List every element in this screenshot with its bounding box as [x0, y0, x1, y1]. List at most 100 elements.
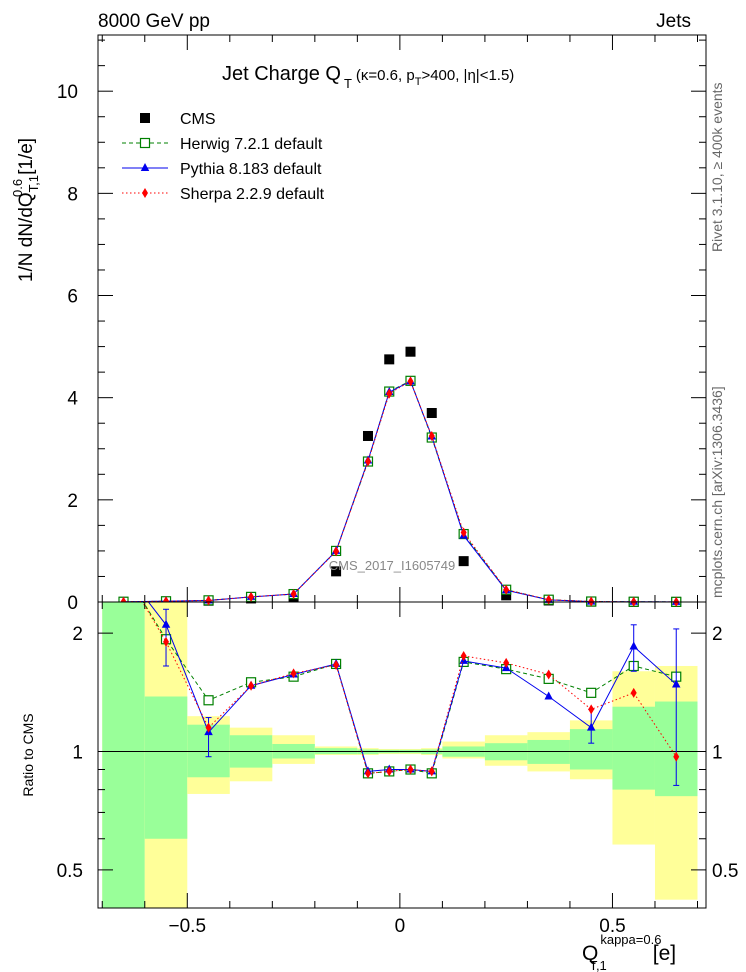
data-point: [426, 408, 437, 418]
y-tick-label: 0: [67, 593, 78, 614]
ratio-y-tick-label-right: 2: [712, 624, 723, 645]
y-axis-label: 1/N dN/dQT,10.6 [1/e]: [10, 138, 41, 282]
data-point: [290, 588, 297, 599]
ratio-point: [333, 659, 340, 670]
ratio-point: [545, 669, 552, 680]
ratio-point: [407, 764, 414, 775]
ratio-y-label: Ratio to CMS: [20, 713, 36, 796]
legend-item: Herwig 7.2.1 default: [122, 136, 323, 153]
ratio-line: [141, 602, 677, 774]
data-point: [386, 388, 393, 399]
ratio-y-tick-label: 1: [72, 743, 83, 764]
data-point: [460, 527, 467, 538]
legend-label: CMS: [180, 111, 216, 128]
ratio-point: [629, 641, 638, 650]
legend-item: Pythia 8.183 default: [122, 161, 322, 178]
header-process-label: Jets: [656, 11, 691, 32]
legend-marker: [142, 188, 148, 198]
band-inner: [102, 602, 145, 908]
legend-marker: [140, 113, 150, 123]
band-inner: [144, 696, 188, 839]
ratio-point: [290, 668, 297, 679]
title-params-tail: >400, |η|<1.5): [421, 67, 514, 84]
data-point: [333, 546, 340, 557]
series-line: [123, 380, 677, 603]
ratio-plot-frame: [97, 601, 707, 909]
ratio-point: [121, 565, 127, 575]
xlabel-sub: T,1: [589, 958, 606, 972]
ratio-series-group: [119, 565, 682, 786]
y-tick-label: 8: [67, 184, 78, 205]
y-tick-label: 6: [67, 287, 78, 308]
ratio-point: [119, 565, 128, 574]
ratio-point: [205, 722, 212, 733]
data-point: [501, 590, 512, 601]
xlabel-main: Q: [582, 942, 598, 965]
y-tick-label: 4: [67, 389, 78, 410]
xlabel-sup: kappa=0.6: [600, 932, 661, 947]
xlabel-unit: [e]: [653, 942, 676, 965]
ratio-point: [119, 565, 128, 573]
legend-label: Herwig 7.2.1 default: [180, 136, 323, 153]
ratio-y-tick-label-right: 0.5: [712, 861, 738, 882]
data-point: [405, 346, 416, 357]
data-point: [364, 456, 371, 467]
data-point: [331, 566, 342, 577]
ylabel-sub: T,1: [26, 175, 41, 192]
x-tick-label: −0.5: [169, 916, 207, 937]
ratio-series-2: [121, 565, 680, 779]
header-energy-label: 8000 GeV pp: [98, 11, 210, 32]
ratio-point: [586, 722, 596, 731]
data-point: [407, 376, 414, 387]
data-point: [384, 354, 395, 365]
ratio-point: [544, 691, 553, 700]
title-sub: T: [344, 76, 352, 91]
y-tick-label: 10: [57, 82, 78, 103]
legend-marker: [140, 163, 150, 171]
watermark: CMS_2017_I1605749: [329, 558, 456, 573]
ylabel-main: 1/N dN/dQ: [16, 192, 37, 282]
ratio-point: [588, 704, 595, 715]
x-tick-label: 0.5: [599, 916, 625, 937]
ratio-point: [248, 680, 255, 691]
series-line: [123, 380, 677, 603]
ratio-point: [673, 751, 680, 762]
ratio-point: [630, 687, 637, 698]
chart-title: Jet Charge Q T (κ=0.6, pT>400, |η|<1.5): [222, 63, 514, 91]
data-point: [205, 595, 212, 606]
title-params: (κ=0.6, p: [356, 67, 415, 84]
ratio-panel: 0.5 0.5 1 1 2 2 −0.5 0 0.5 Ratio to CMS Qkappa=0…: [20, 565, 738, 972]
ratio-point: [386, 766, 393, 777]
band-inner: [612, 706, 655, 790]
legend-item: Sherpa 2.2.9 default: [122, 186, 325, 203]
legend-marker: [139, 137, 151, 149]
x-axis-label: Qkappa=0.6 T,1 [e]: [582, 932, 676, 972]
ylabel-sup: 0.6: [10, 179, 25, 197]
svg-text:1/N dN/dQT,10.6[1/e]: 1/N dN/dQT,10.6 [1/e]: [10, 138, 41, 282]
legend-label: Sherpa 2.2.9 default: [180, 186, 325, 203]
x-tick-label: 0: [395, 916, 406, 937]
title-params-sub: T: [415, 76, 422, 88]
ratio-point: [163, 636, 170, 647]
ratio-y-tick-label-right: 1: [712, 743, 723, 764]
ratio-line: [142, 602, 677, 774]
ratio-point: [203, 695, 214, 706]
svg-text:Qkappa=0.6T,1[e]: Qkappa=0.6 T,1 [e]: [582, 932, 676, 972]
legend-label: Pythia 8.183 default: [180, 161, 322, 178]
data-point: [248, 591, 255, 602]
ratio-line: [147, 602, 677, 772]
ratio-point: [364, 768, 371, 779]
ratio-point: [161, 619, 171, 628]
y-tick-label: 2: [67, 491, 78, 512]
legend: CMS Herwig 7.2.1 default Pythia 8.183 defa…: [122, 111, 325, 203]
ratio-point: [428, 766, 435, 777]
data-point: [362, 430, 373, 441]
data-point: [503, 584, 510, 595]
ratio-point: [460, 650, 467, 661]
ratio-point: [586, 687, 597, 698]
title-main: Jet Charge Q: [222, 63, 341, 85]
ratio-point: [671, 679, 681, 688]
data-point: [428, 430, 435, 441]
ratio-y-tick-label: 0.5: [57, 861, 83, 882]
